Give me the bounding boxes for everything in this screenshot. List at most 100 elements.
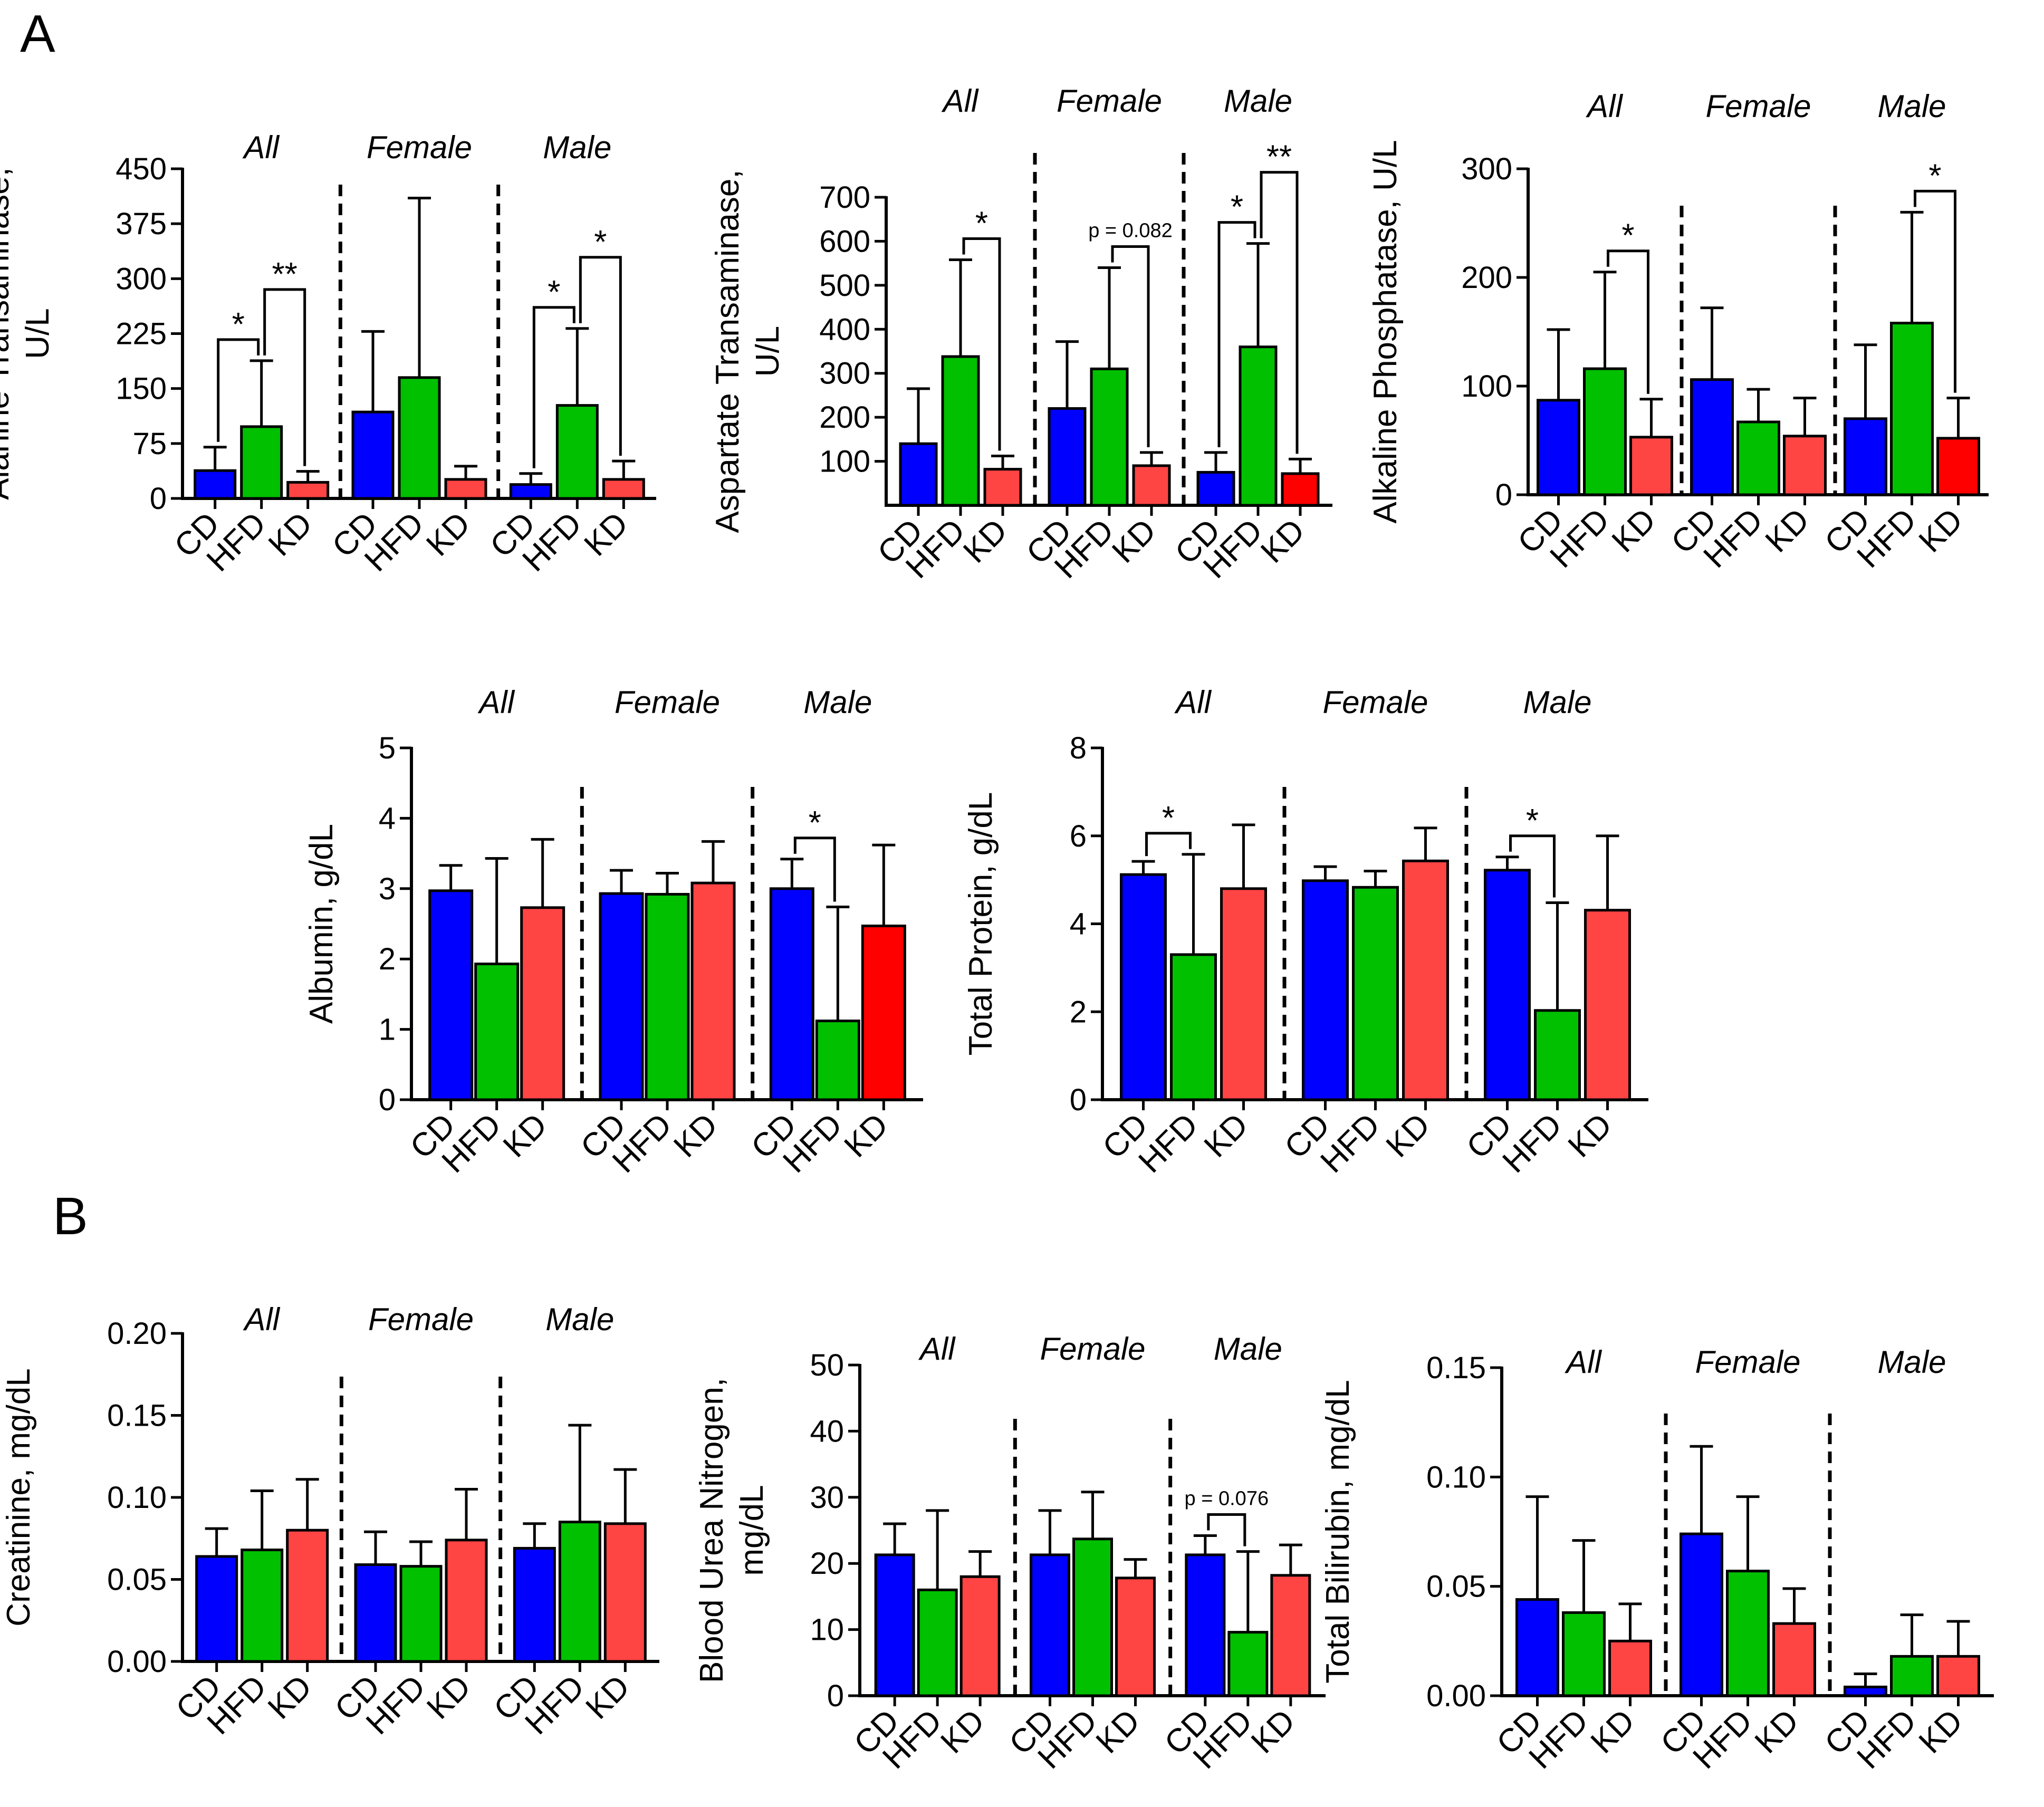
y-tick-label: 0.00 — [1426, 1679, 1486, 1713]
significance-bracket — [1914, 189, 1956, 393]
y-axis-label: Alkaline Phosphatase, U/L — [1367, 140, 1404, 523]
bar-cd — [1680, 1532, 1723, 1697]
significance-bracket — [1111, 245, 1150, 447]
y-tick-label: 700 — [819, 180, 870, 215]
y-tick-label: 0 — [827, 1679, 844, 1713]
x-tick-label: KD — [934, 1703, 992, 1761]
bar-hfd — [1090, 367, 1129, 507]
x-tick-label: HFD — [1496, 1107, 1569, 1180]
y-tick-label: 0.20 — [107, 1316, 167, 1351]
bar-kd — [286, 1529, 329, 1663]
bar-cd — [509, 483, 552, 500]
bar-hfd — [1239, 345, 1278, 507]
significance-label: ** — [272, 256, 298, 293]
group-label: All — [243, 1302, 280, 1337]
significance-label: * — [594, 224, 607, 261]
panel-label-b: B — [53, 1187, 88, 1246]
x-tick-label: KD — [496, 1107, 554, 1165]
significance-bracket — [793, 837, 836, 902]
bar-hfd — [1726, 1570, 1770, 1697]
group-label: All — [1586, 89, 1623, 124]
y-tick-label: 100 — [819, 445, 870, 479]
bar-hfd — [941, 355, 980, 507]
bar-cd — [1030, 1553, 1070, 1697]
bar-kd — [1281, 472, 1320, 507]
bar-cd — [599, 892, 644, 1101]
group-label: Female — [1705, 89, 1811, 124]
y-tick-label: 30 — [810, 1481, 844, 1515]
x-tick-label: KD — [1379, 1107, 1437, 1165]
x-tick-label: KD — [1089, 1703, 1147, 1761]
significance-bracket — [1207, 1513, 1246, 1546]
significance-label: * — [548, 274, 560, 311]
y-axis-label: mg/dL — [734, 1485, 770, 1575]
bar-kd — [983, 468, 1022, 507]
bar-kd — [1115, 1577, 1156, 1697]
y-tick-label: 0.15 — [107, 1399, 167, 1433]
y-tick-label: 225 — [116, 317, 167, 351]
x-tick-label: KD — [261, 1668, 319, 1726]
y-tick-label: 0.00 — [107, 1645, 167, 1679]
bar-cd — [1196, 470, 1235, 507]
y-tick-label: 75 — [132, 427, 167, 461]
y-tick-label: 5 — [379, 731, 396, 765]
x-tick-label: KD — [1605, 502, 1663, 560]
bar-hfd — [1072, 1537, 1113, 1697]
y-axis-label: Albumin, g/dL — [303, 824, 340, 1024]
group-label: Female — [615, 685, 720, 720]
bar-hfd — [1890, 1655, 1934, 1697]
bar-hfd — [1562, 1611, 1606, 1697]
significance-label: * — [975, 205, 988, 242]
bar-kd — [520, 906, 565, 1101]
significance-label: * — [1621, 218, 1634, 254]
bar-cd — [1484, 869, 1531, 1101]
bar-cd — [513, 1546, 556, 1663]
bilirubin-chart: 0.00 0.05 0.10 0.15 Total Bilirubin, mg/dL Al… — [1320, 1344, 1994, 1776]
group-label: Female — [367, 130, 472, 165]
y-tick-label: 0 — [150, 482, 167, 516]
group-label: All — [942, 83, 979, 119]
bar-cd — [1048, 407, 1087, 507]
significance-label: * — [232, 306, 245, 343]
bar-kd — [1936, 437, 1980, 496]
creatinine-chart: 0.00 0.05 0.10 0.15 0.20 Creatinine, mg/dL All… — [1, 1302, 659, 1742]
y-tick-label: 0 — [1070, 1083, 1087, 1117]
x-tick-label: KD — [419, 505, 477, 563]
y-tick-label: 450 — [116, 152, 167, 186]
group-label: Male — [1523, 685, 1591, 720]
y-axis-label: Blood Urea Nitrogen, — [694, 1378, 730, 1683]
y-tick-label: 3 — [379, 872, 396, 906]
x-tick-label: KD — [1561, 1107, 1619, 1165]
x-tick-label: KD — [420, 1668, 478, 1726]
bar-kd — [1132, 464, 1171, 507]
bar-kd — [1783, 435, 1827, 496]
group-label: All — [477, 685, 515, 720]
significance-label: * — [1162, 800, 1175, 837]
group-label: Female — [1057, 83, 1162, 119]
significance-label: p = 0.076 — [1185, 1488, 1269, 1510]
bar-hfd — [917, 1588, 958, 1697]
y-tick-label: 1 — [379, 1013, 396, 1047]
bar-hfd — [555, 404, 599, 500]
significance-bracket — [532, 306, 575, 468]
y-axis-label: Total Bilirubin, mg/dL — [1320, 1380, 1356, 1684]
bar-hfd — [399, 1565, 443, 1663]
y-tick-label: 600 — [819, 224, 870, 258]
y-tick-label: 0.15 — [1426, 1351, 1486, 1385]
bar-cd — [1185, 1553, 1226, 1697]
group-label: Male — [1877, 1344, 1946, 1380]
bar-cd — [899, 442, 938, 507]
y-tick-label: 6 — [1070, 819, 1087, 853]
bar-kd — [1936, 1655, 1980, 1697]
group-label: All — [242, 130, 280, 165]
group-label: Female — [1040, 1331, 1145, 1367]
alp-chart: 0 100 200 300 Alkaline Phosphatase, U/L All Fe… — [1367, 89, 1989, 575]
x-tick-label: KD — [1584, 1703, 1642, 1761]
bar-cd — [1690, 378, 1734, 496]
bar-hfd — [240, 425, 283, 500]
y-axis-label: Creatinine, mg/dL — [1, 1368, 37, 1626]
y-tick-label: 40 — [810, 1414, 844, 1448]
